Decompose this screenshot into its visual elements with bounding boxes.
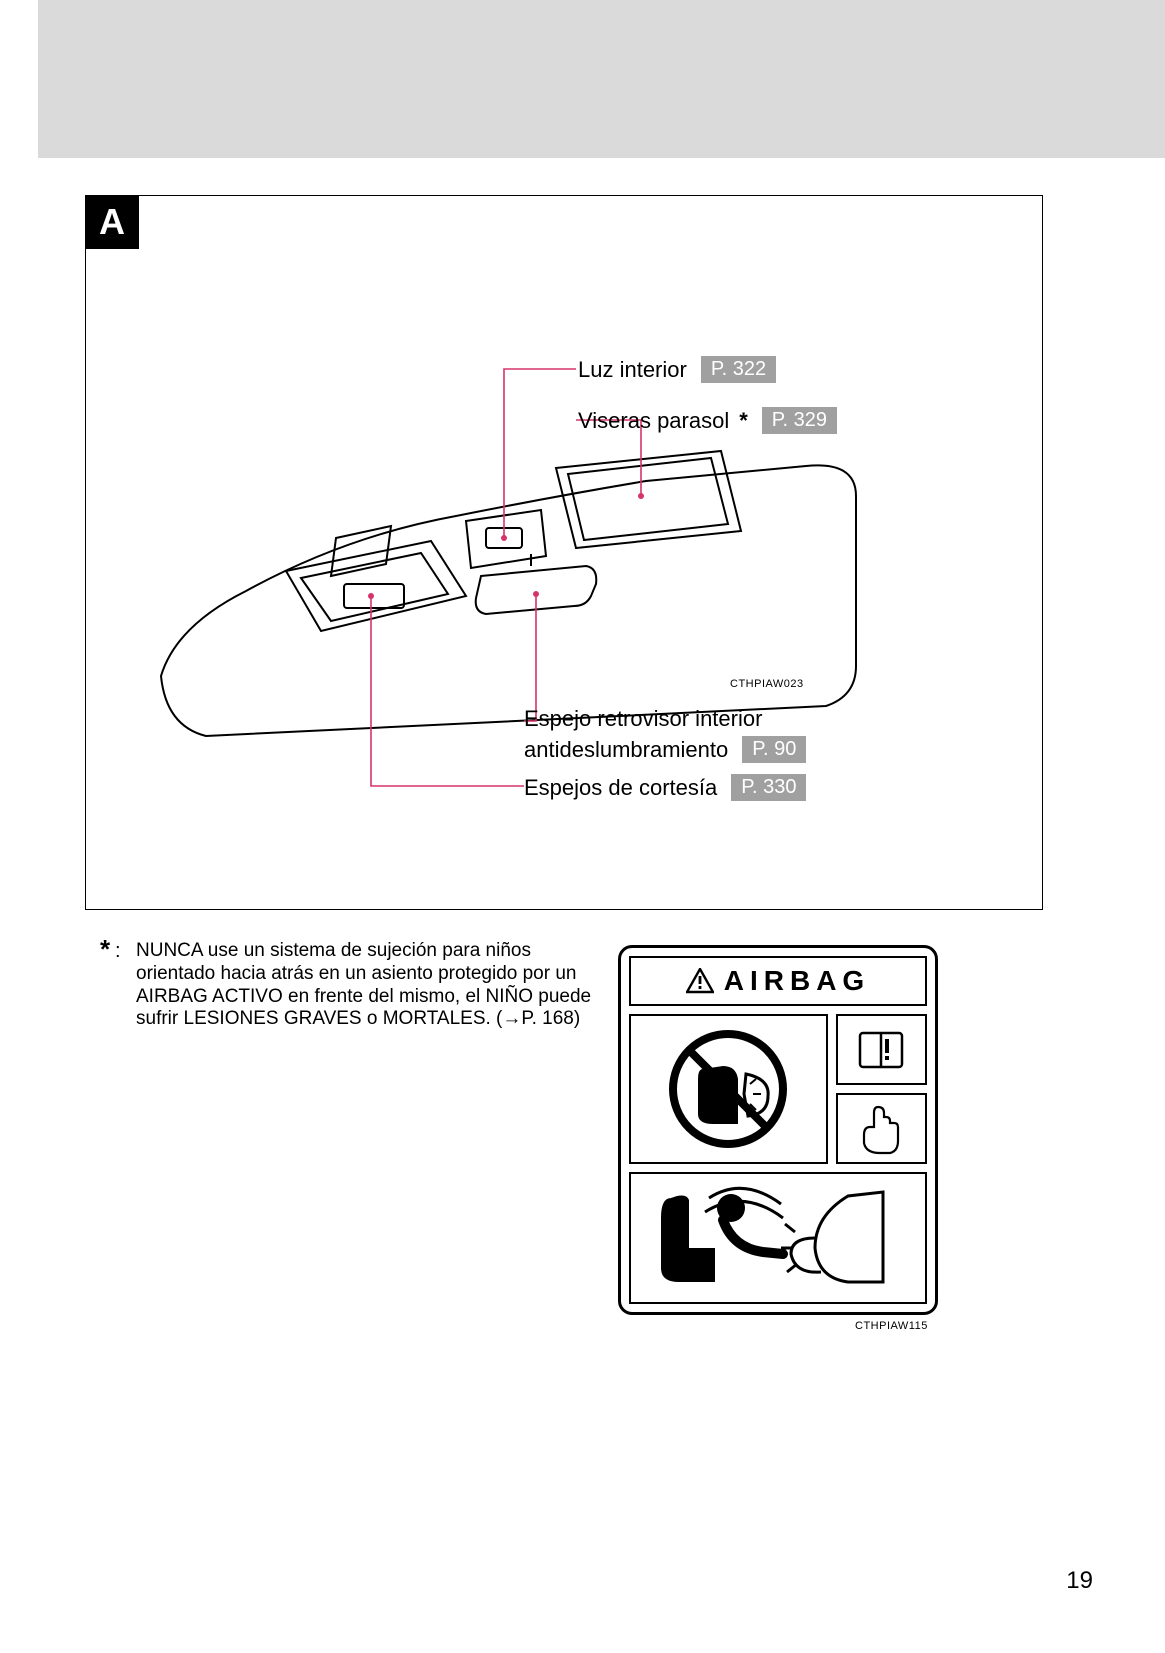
hand-pointing-icon [836,1093,927,1164]
page-ref: P. 330 [731,774,806,801]
asterisk-icon: * [739,408,748,434]
footnote-text: NUNCA use un sistema de sujeción para ni… [136,940,596,1031]
interior-diagram [86,196,1042,909]
page-ref: P. 90 [742,736,806,763]
callout-interior-light: Luz interior P. 322 [578,356,776,383]
callout-label: Espejos de cortesía [524,775,717,801]
callout-label-line1: Espejo retrovisor interior [524,706,806,732]
airbag-deployment-icon [629,1172,927,1304]
airbag-header: AIRBAG [629,956,927,1006]
header-band [38,0,1165,158]
airbag-title: AIRBAG [724,965,870,997]
page-ref: P. 329 [762,407,837,434]
footnote-colon: : [115,940,121,963]
page-number: 19 [1066,1567,1093,1595]
callout-label: Luz interior [578,357,687,383]
callout-label-line2: antideslumbramiento [524,737,728,763]
callout-vanity-mirrors: Espejos de cortesía P. 330 [524,774,806,801]
diagram-frame [85,195,1043,910]
read-manual-icon [836,1014,927,1085]
airbag-warning-label: AIRBAG [618,945,938,1315]
footnote-marker: * [100,934,110,965]
callout-label: Viseras parasol [578,408,729,434]
airbag-figure-code: CTHPIAW115 [855,1320,928,1332]
figure-code: CTHPIAW023 [730,678,804,690]
callout-sun-visors: Viseras parasol * P. 329 [578,407,837,434]
section-tag-a: A [85,195,139,249]
warning-triangle-icon [686,968,714,994]
page-ref: P. 322 [701,356,776,383]
prohibit-child-seat-icon [629,1014,828,1164]
callout-rearview-mirror: Espejo retrovisor interior antideslumbra… [524,706,806,763]
